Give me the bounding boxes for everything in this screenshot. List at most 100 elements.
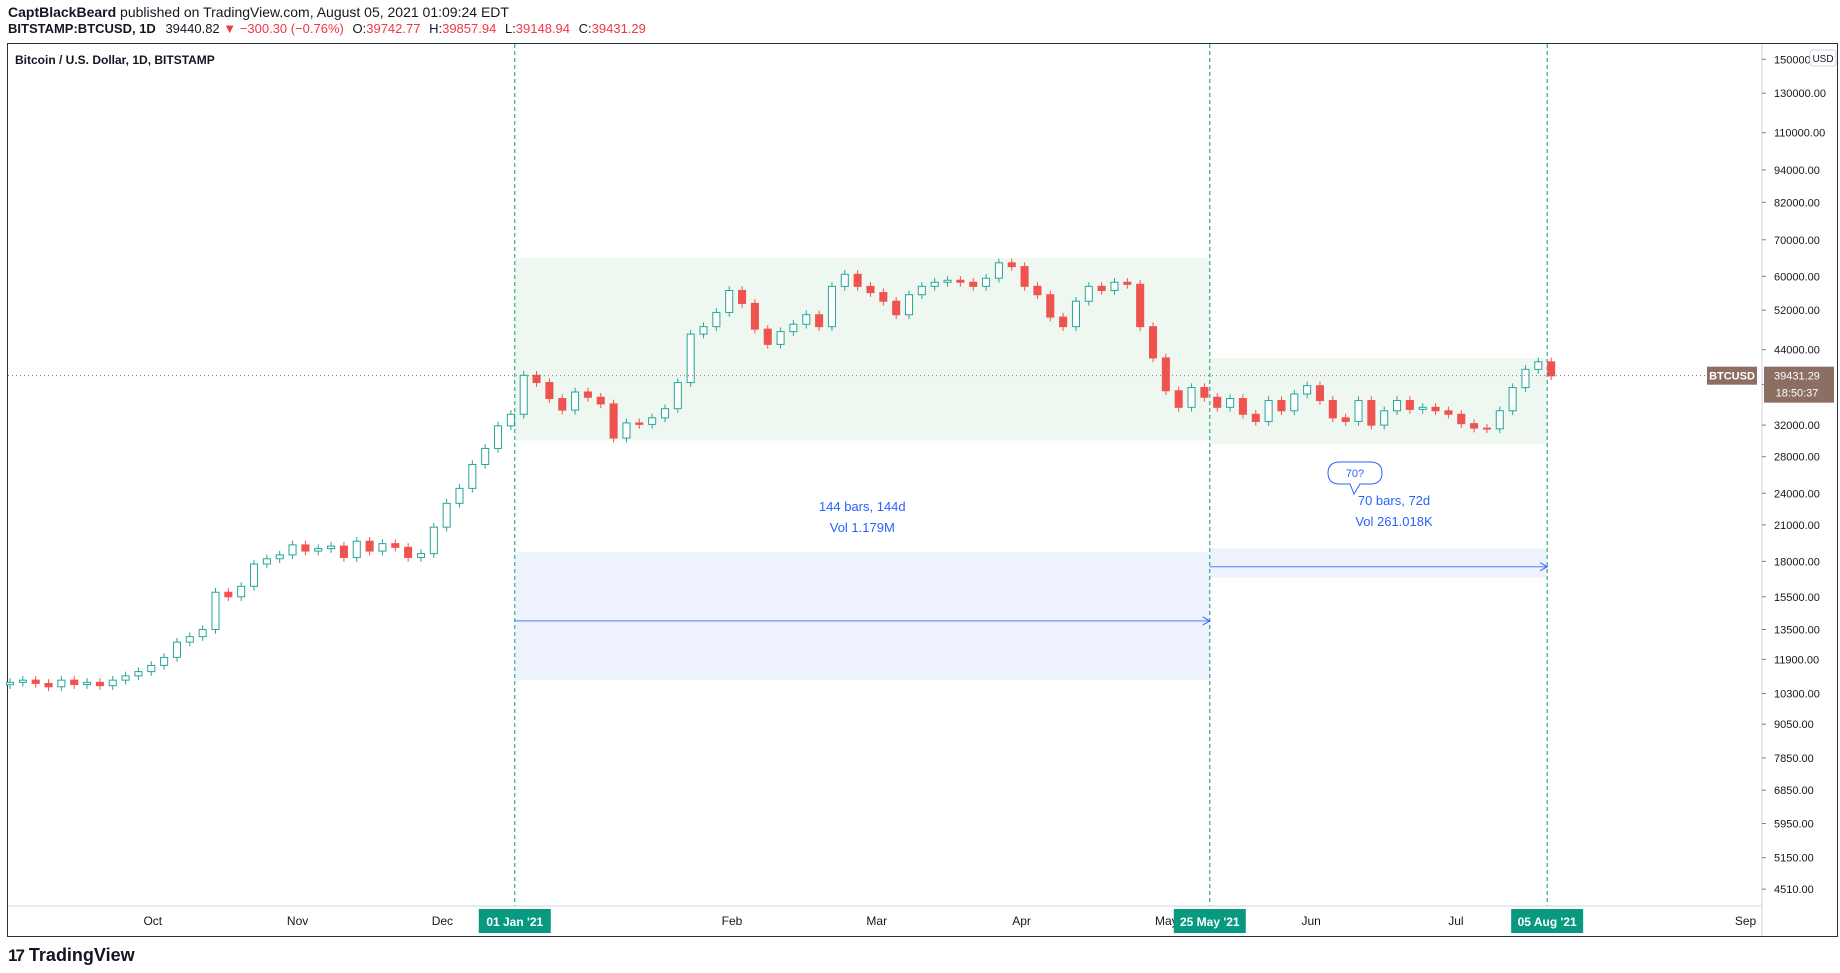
chart-title: Bitcoin / U.S. Dollar, 1D, BITSTAMP <box>15 53 215 67</box>
candle-body <box>583 391 592 398</box>
candle-body <box>494 425 503 449</box>
candle-body <box>622 422 631 439</box>
currency-label: USD <box>1812 54 1833 65</box>
date-marker-box-1 <box>478 909 551 933</box>
candle-body <box>930 281 939 287</box>
candle-body <box>596 396 605 405</box>
tradingview-logo-icon: 17 <box>8 945 25 965</box>
open-label: O: <box>352 21 367 36</box>
y-tick-label: 110000.00 <box>1774 128 1825 140</box>
x-tick-label: Mar <box>866 914 887 928</box>
candle-body <box>391 543 400 548</box>
y-tick-label: 70000.00 <box>1774 235 1820 247</box>
x-tick-label: Jul <box>1448 914 1463 928</box>
candle-body <box>1315 385 1325 402</box>
candle-body <box>1547 361 1556 377</box>
candle-body <box>1277 400 1286 412</box>
callout-text: 70? <box>1346 468 1364 480</box>
y-tick-label: 7850.00 <box>1774 753 1814 765</box>
candle-body <box>660 408 670 419</box>
candle-body <box>275 554 284 560</box>
candle-body <box>1226 398 1235 408</box>
candle-body <box>1303 385 1312 395</box>
candle-body <box>1071 300 1080 328</box>
range-box-1 <box>514 258 1210 441</box>
price-label-value: 39431.29 <box>1774 371 1820 383</box>
y-tick-label: 32000.00 <box>1774 420 1820 432</box>
date-marker-label-2: 25 May '21 <box>1180 915 1240 929</box>
x-tick-label: Apr <box>1012 914 1031 928</box>
candle-body <box>442 502 451 528</box>
candle-body <box>571 391 580 411</box>
price-label-countdown: 18:50:37 <box>1776 388 1819 400</box>
candle-body <box>1007 262 1016 268</box>
callout-bubble <box>1327 461 1383 496</box>
candle-body <box>1534 361 1543 370</box>
candle-body <box>481 447 490 465</box>
candle-body <box>1405 400 1414 410</box>
candle-body <box>237 585 246 598</box>
candle-body <box>44 682 53 688</box>
candle-body <box>185 636 194 643</box>
candle-body <box>327 545 336 550</box>
y-tick-label: 5950.00 <box>1774 819 1814 831</box>
candle-body <box>750 302 759 330</box>
brand-name: TradingView <box>28 945 135 965</box>
candle-body <box>314 548 323 552</box>
candle-body <box>224 591 233 598</box>
candle-body <box>1110 281 1119 292</box>
candle-body <box>5 681 15 686</box>
price-symbol-label: BTCUSD <box>1709 371 1755 383</box>
candle-body <box>917 285 926 296</box>
y-tick-label: 11900.00 <box>1774 654 1819 666</box>
candle-body <box>789 323 798 333</box>
candle-body <box>95 681 104 687</box>
price-symbol-box <box>1707 366 1757 385</box>
candle-body <box>1444 410 1453 415</box>
y-tick-label: 130000.00 <box>1774 88 1826 100</box>
x-tick-label: Sep <box>1735 914 1757 928</box>
candle-body <box>969 281 978 287</box>
date-marker-label-3: 05 Aug '21 <box>1518 915 1577 929</box>
candle-body <box>725 290 734 313</box>
candle-body <box>1059 316 1068 328</box>
y-tick-label: 13500.00 <box>1774 625 1820 637</box>
candle-body <box>57 679 66 688</box>
y-tick-label: 9050.00 <box>1774 719 1814 731</box>
candle-body <box>134 671 143 677</box>
down-triangle-icon: ▼ <box>223 21 237 36</box>
y-tick-label: 15500.00 <box>1774 592 1820 604</box>
author-name[interactable]: CaptBlackBeard <box>8 4 117 20</box>
candle-body <box>198 629 207 638</box>
publish-info: CaptBlackBeard published on TradingView.… <box>8 4 509 20</box>
candle-body <box>1508 387 1517 412</box>
candle-body <box>429 526 438 555</box>
chart-frame <box>7 43 1838 937</box>
x-tick-label: Dec <box>432 914 453 928</box>
range-box-2 <box>1209 357 1548 445</box>
candle-body <box>1290 393 1299 412</box>
y-tick-label: 52000.00 <box>1774 305 1820 317</box>
candle-body <box>1341 417 1350 422</box>
footer-brand[interactable]: 17 TradingView <box>8 945 135 966</box>
date-marker-box-3 <box>1511 909 1584 933</box>
y-tick-label: 5150.00 <box>1774 853 1814 865</box>
candle-body <box>70 679 79 686</box>
close-value: 39431.29 <box>591 21 646 36</box>
candle-body <box>802 314 811 325</box>
candle-body <box>1251 413 1260 422</box>
candle-body <box>1457 413 1466 425</box>
y-tick-label: 6850.00 <box>1774 785 1814 797</box>
candle-body <box>1367 400 1376 426</box>
candle-body <box>1431 406 1440 412</box>
measure-label-bars-1: 144 bars, 144d <box>819 499 906 514</box>
y-tick-label: 21000.00 <box>1774 520 1820 532</box>
measure-box-1 <box>514 552 1210 681</box>
candle-body <box>1264 400 1273 422</box>
candle-body <box>1482 427 1491 430</box>
y-tick-label: 28000.00 <box>1774 452 1820 464</box>
low-label: L: <box>504 21 516 36</box>
candle-body <box>404 546 413 558</box>
candle-body <box>416 553 426 558</box>
